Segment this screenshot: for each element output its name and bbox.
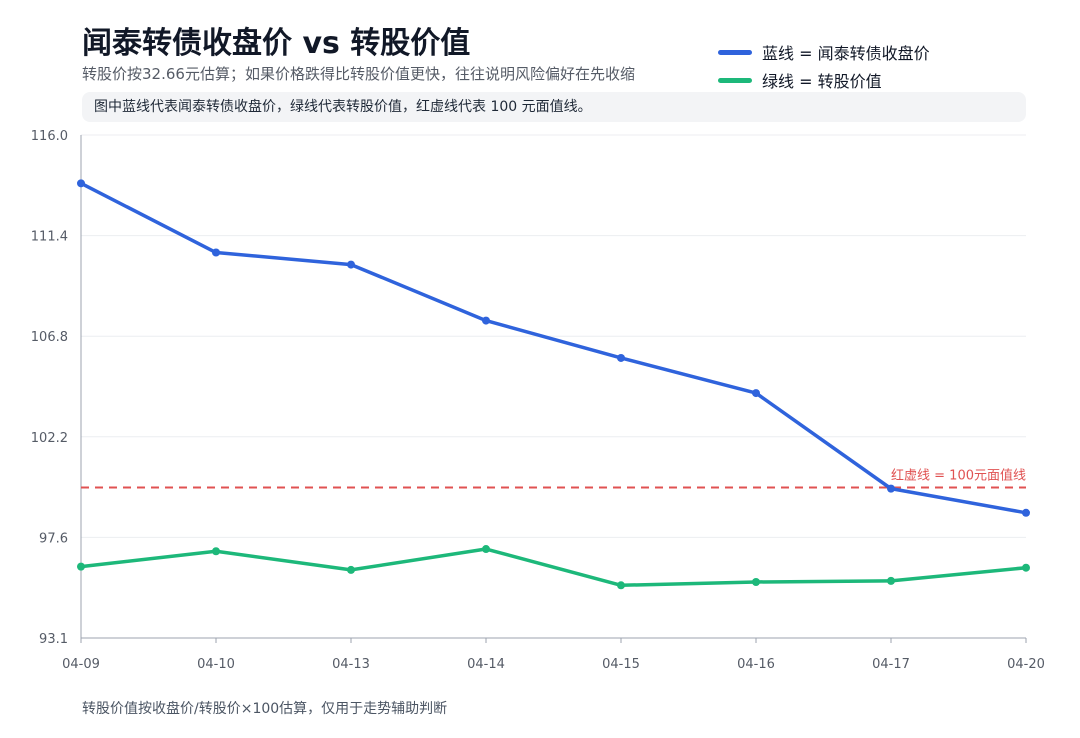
y-tick-label: 102.2 xyxy=(31,431,68,446)
chart-footer: 转股价值按收盘价/转股价×100估算，仅用于走势辅助判断 xyxy=(82,701,448,717)
legend-swatch-close-price xyxy=(718,49,752,55)
chart-note: 图中蓝线代表闻泰转债收盘价，绿线代表转股价值，红虚线代表 100 元面值线。 xyxy=(82,92,1026,122)
reference-line-label: 红虚线 = 100元面值线 xyxy=(891,468,1026,484)
series-point-0 xyxy=(482,316,490,325)
y-tick-label: 106.8 xyxy=(31,330,68,345)
chart-subtitle: 转股价按32.66元估算；如果价格跌得比转股价值更快，往往说明风险偏好在先收缩 xyxy=(82,65,635,83)
series-line-1 xyxy=(79,547,1028,588)
series-point-1 xyxy=(482,545,490,554)
x-tick-label: 04-16 xyxy=(737,657,775,672)
y-tick-label: 111.4 xyxy=(31,230,68,245)
series-point-0 xyxy=(887,484,895,493)
series-point-0 xyxy=(752,389,760,398)
y-tick-label: 93.1 xyxy=(39,632,68,647)
series-point-1 xyxy=(1022,563,1030,572)
series-point-1 xyxy=(887,576,895,585)
legend-item-conversion-value: 绿线 = 转股价值 xyxy=(718,66,930,94)
x-tick-label: 04-17 xyxy=(872,657,910,672)
x-tick-label: 04-20 xyxy=(1007,657,1045,672)
series-point-1 xyxy=(752,577,760,586)
series-point-0 xyxy=(212,248,220,257)
series-point-1 xyxy=(347,565,355,574)
series-point-1 xyxy=(212,547,220,556)
x-tick-label: 04-13 xyxy=(332,657,370,672)
x-tick-label: 04-09 xyxy=(62,657,100,672)
series-point-0 xyxy=(77,179,85,188)
x-tick-label: 04-14 xyxy=(467,657,505,672)
series-point-0 xyxy=(347,260,355,269)
series-point-1 xyxy=(77,562,85,571)
x-tick-label: 04-15 xyxy=(602,657,640,672)
legend-label-conversion-value: 绿线 = 转股价值 xyxy=(762,72,882,91)
legend-item-close-price: 蓝线 = 闻泰转债收盘价 xyxy=(718,38,930,66)
legend-label-close-price: 蓝线 = 闻泰转债收盘价 xyxy=(762,44,930,63)
x-tick-label: 04-10 xyxy=(197,657,235,672)
series-point-0 xyxy=(1022,508,1030,517)
series-line-0 xyxy=(79,181,1028,515)
y-tick-label: 116.0 xyxy=(31,129,68,144)
series-point-0 xyxy=(617,353,625,362)
legend-swatch-conversion-value xyxy=(718,77,752,83)
legend: 蓝线 = 闻泰转债收盘价 绿线 = 转股价值 xyxy=(718,38,930,94)
y-tick-label: 97.6 xyxy=(39,531,68,546)
chart-title: 闻泰转债收盘价 vs 转股价值 xyxy=(82,26,471,61)
series-point-1 xyxy=(617,581,625,590)
